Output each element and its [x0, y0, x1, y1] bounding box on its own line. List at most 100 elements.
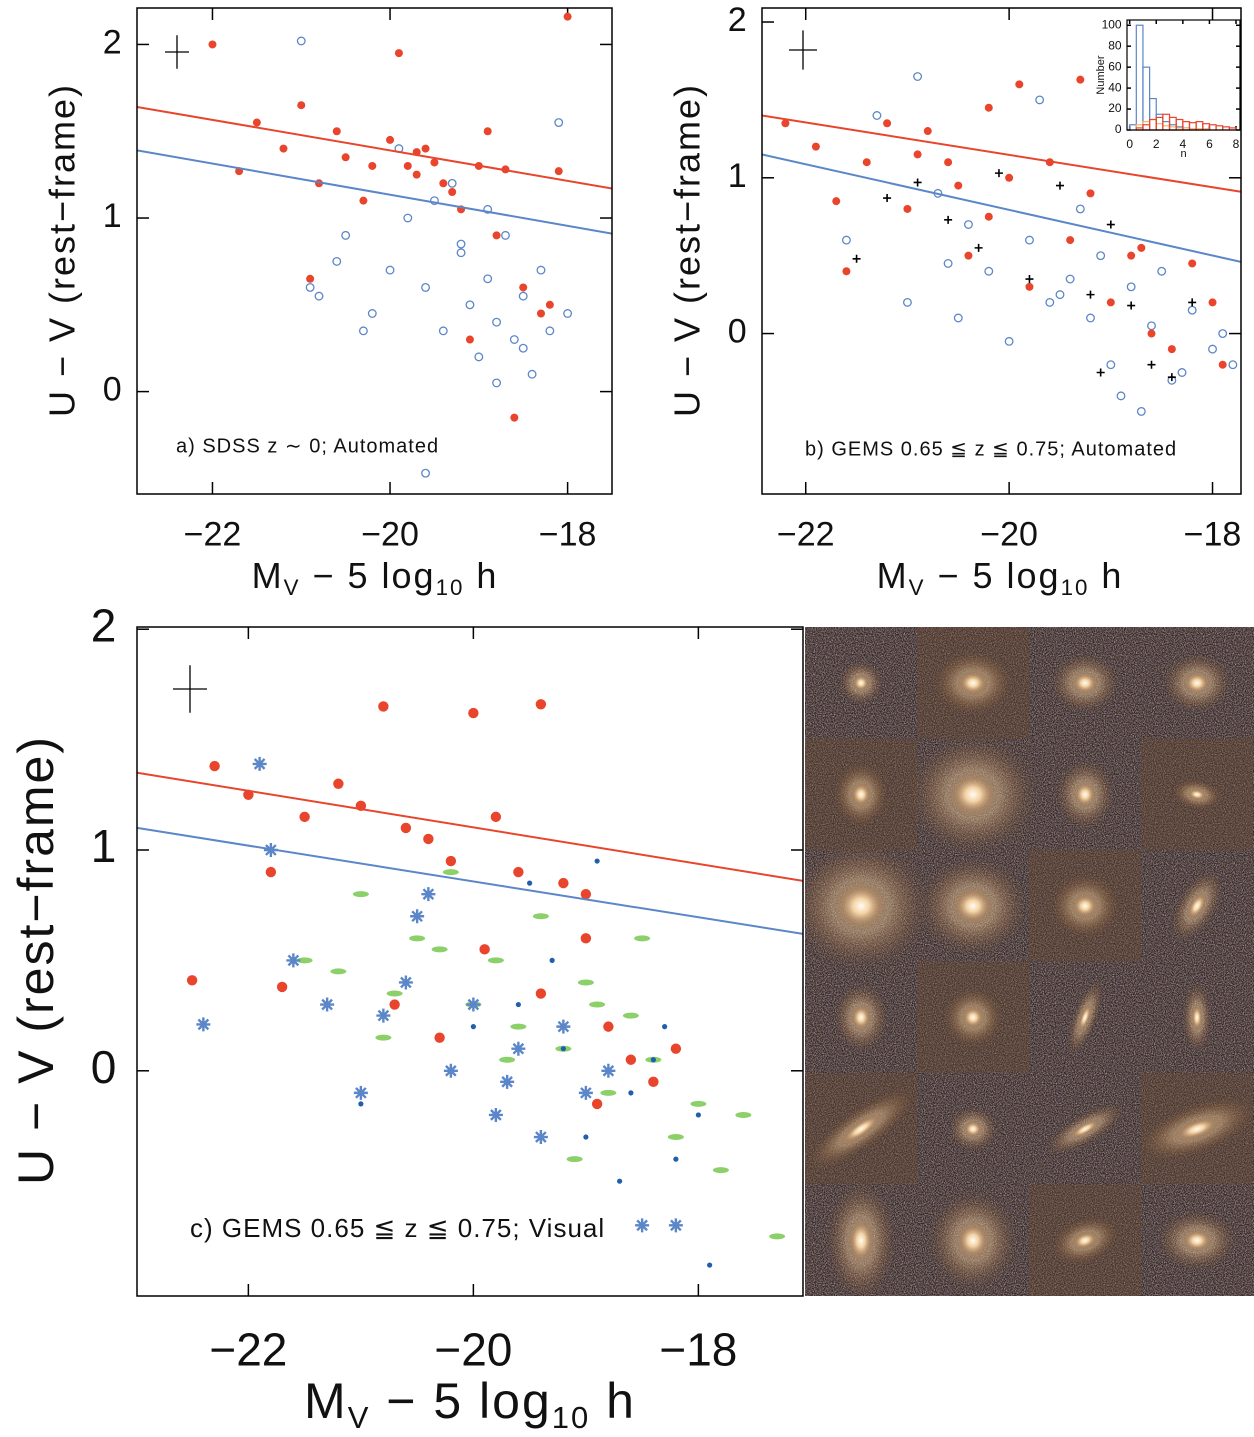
- annotation: b) GEMS 0.65 ≦ z ≦ 0.75; Automated: [805, 438, 1177, 460]
- point: [297, 101, 306, 110]
- point: [545, 326, 555, 336]
- point: [186, 975, 198, 986]
- x-axis-label-part: − 5 log: [300, 555, 435, 596]
- point: [306, 274, 315, 283]
- point: [535, 699, 547, 710]
- point: [1127, 301, 1136, 310]
- point: [1136, 406, 1146, 416]
- point: [1126, 282, 1136, 292]
- x-axis-label-subscript: V: [348, 1400, 371, 1435]
- y-tick-label: 40: [1108, 80, 1122, 94]
- plot-area: [137, 699, 803, 1268]
- galaxy: [1186, 891, 1208, 921]
- point: [341, 153, 350, 162]
- galaxy: [1173, 1116, 1221, 1142]
- point: [276, 981, 288, 993]
- point: [487, 957, 504, 964]
- point: [600, 1089, 617, 1096]
- point: [515, 1001, 521, 1008]
- point: [1025, 235, 1034, 245]
- point: [974, 243, 983, 252]
- point: [492, 317, 502, 327]
- point: [751, 266, 759, 274]
- point: [447, 178, 457, 188]
- point: [594, 858, 600, 864]
- point: [533, 1130, 548, 1145]
- point: [650, 1057, 656, 1063]
- point: [1065, 274, 1075, 284]
- point: [421, 887, 436, 902]
- fit-line: [137, 771, 803, 882]
- point: [403, 213, 413, 223]
- point: [913, 72, 923, 81]
- point: [923, 127, 932, 136]
- fit-line: [137, 826, 803, 935]
- point: [1127, 251, 1136, 260]
- point: [532, 913, 549, 920]
- point: [209, 760, 220, 772]
- point: [560, 1046, 566, 1052]
- y-tick-label: 2: [103, 23, 122, 61]
- annotation: a) SDSS z ∼ 0; Automated: [176, 435, 439, 457]
- x-tick-label: −18: [539, 515, 597, 553]
- point: [578, 1085, 593, 1100]
- x-tick-label: −20: [434, 1324, 512, 1376]
- point: [902, 297, 912, 307]
- point: [479, 944, 490, 955]
- point: [563, 12, 572, 21]
- point: [208, 40, 217, 49]
- point: [500, 1074, 515, 1089]
- galaxy: [833, 880, 889, 932]
- point: [1025, 275, 1034, 284]
- point: [389, 999, 400, 1010]
- point: [527, 369, 537, 379]
- point: [994, 169, 1003, 178]
- x-tick-label: −22: [777, 515, 835, 553]
- galaxy: [839, 1112, 883, 1146]
- fit-line: [762, 153, 1241, 263]
- galaxy: [850, 1003, 872, 1032]
- point: [398, 975, 413, 990]
- point: [421, 468, 431, 478]
- x-axis-label-subscript: 10: [436, 575, 465, 600]
- y-tick-label: 100: [1102, 17, 1122, 31]
- panel: −22 −20 −18 0 1 2 b) GEMS 0.65 ≦ z ≦ 0.75; Aut…: [667, 1, 1242, 600]
- point: [439, 179, 448, 188]
- galaxy: [957, 670, 989, 696]
- galaxy-gallery: [805, 627, 1254, 1296]
- point: [883, 119, 892, 128]
- error-cross: [165, 35, 189, 69]
- point: [483, 204, 493, 214]
- panel: −22 −20 −18 0 1 2 c) GEMS 0.65 ≦ z ≦ 0.75; Vis…: [8, 599, 804, 1435]
- point: [1035, 95, 1045, 105]
- y-tick-label: 0: [103, 371, 122, 409]
- x-axis-label-part: h: [1089, 555, 1123, 596]
- point: [1188, 298, 1197, 307]
- point: [769, 1233, 786, 1240]
- point: [1015, 80, 1024, 89]
- galaxy: [1071, 671, 1099, 695]
- plot-frame: [136, 7, 613, 495]
- point: [842, 267, 851, 276]
- point: [527, 880, 533, 886]
- point: [648, 1076, 659, 1088]
- point: [1106, 220, 1115, 229]
- y-tick-label: 0: [1115, 122, 1122, 136]
- point: [781, 119, 790, 128]
- point: [1218, 360, 1227, 369]
- point: [474, 352, 484, 362]
- y-tick-label: 1: [91, 820, 117, 872]
- point: [359, 196, 368, 205]
- x-axis-label: n: [1180, 148, 1186, 160]
- error-cross: [789, 30, 817, 70]
- point: [1228, 360, 1238, 370]
- point: [913, 178, 922, 187]
- point: [448, 187, 457, 196]
- galaxy: [1073, 780, 1097, 809]
- x-tick-label: 4: [1179, 137, 1186, 151]
- y-tick-label: 2: [91, 599, 117, 651]
- point: [352, 891, 369, 898]
- point: [954, 181, 963, 190]
- galaxy: [1181, 1228, 1213, 1253]
